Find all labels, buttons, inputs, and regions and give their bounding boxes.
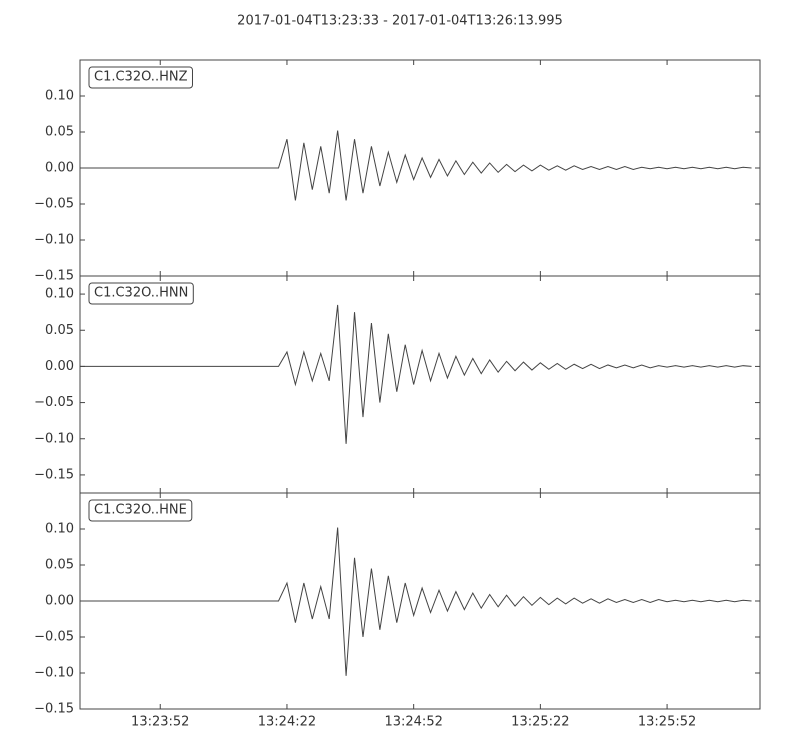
trace-label-box <box>88 66 193 89</box>
y-tick-label: −0.05 <box>34 395 74 410</box>
x-tick-label: 13:25:22 <box>511 715 569 730</box>
x-tick-label: 13:24:22 <box>258 715 316 730</box>
waveform <box>80 304 752 444</box>
y-tick-label: −0.05 <box>34 630 74 645</box>
x-tick-label: 13:23:52 <box>131 715 189 730</box>
y-tick-label: 0.05 <box>45 125 74 140</box>
y-tick-label: −0.15 <box>34 702 74 717</box>
y-tick-label: 0.05 <box>45 323 74 338</box>
y-tick-label: −0.10 <box>34 431 74 446</box>
y-tick-label: 0.10 <box>45 89 74 104</box>
y-tick-label: 0.00 <box>45 359 74 374</box>
y-tick-label: 0.00 <box>45 161 74 176</box>
trace-label: C1.C32O..HNZ <box>94 70 188 85</box>
y-tick-label: 0.10 <box>45 522 74 537</box>
chart-title: 2017-01-04T13:23:33 - 2017-01-04T13:26:1… <box>237 14 563 29</box>
trace-label-box <box>88 499 193 522</box>
y-tick-label: 0.05 <box>45 558 74 573</box>
y-tick-label: −0.10 <box>34 666 74 681</box>
y-tick-label: −0.05 <box>34 197 74 212</box>
waveform <box>80 130 752 201</box>
y-tick-label: −0.15 <box>34 269 74 284</box>
y-tick-label: 0.10 <box>45 287 74 302</box>
y-tick-label: −0.10 <box>34 233 74 248</box>
trace-label: C1.C32O..HNN <box>94 286 188 301</box>
y-tick-label: −0.15 <box>34 467 74 482</box>
trace-label: C1.C32O..HNE <box>94 503 187 518</box>
trace-label-box <box>88 282 194 305</box>
waveform <box>80 527 752 676</box>
x-tick-label: 13:24:52 <box>384 715 442 730</box>
y-tick-label: 0.00 <box>45 594 74 609</box>
x-tick-label: 13:25:52 <box>638 715 696 730</box>
